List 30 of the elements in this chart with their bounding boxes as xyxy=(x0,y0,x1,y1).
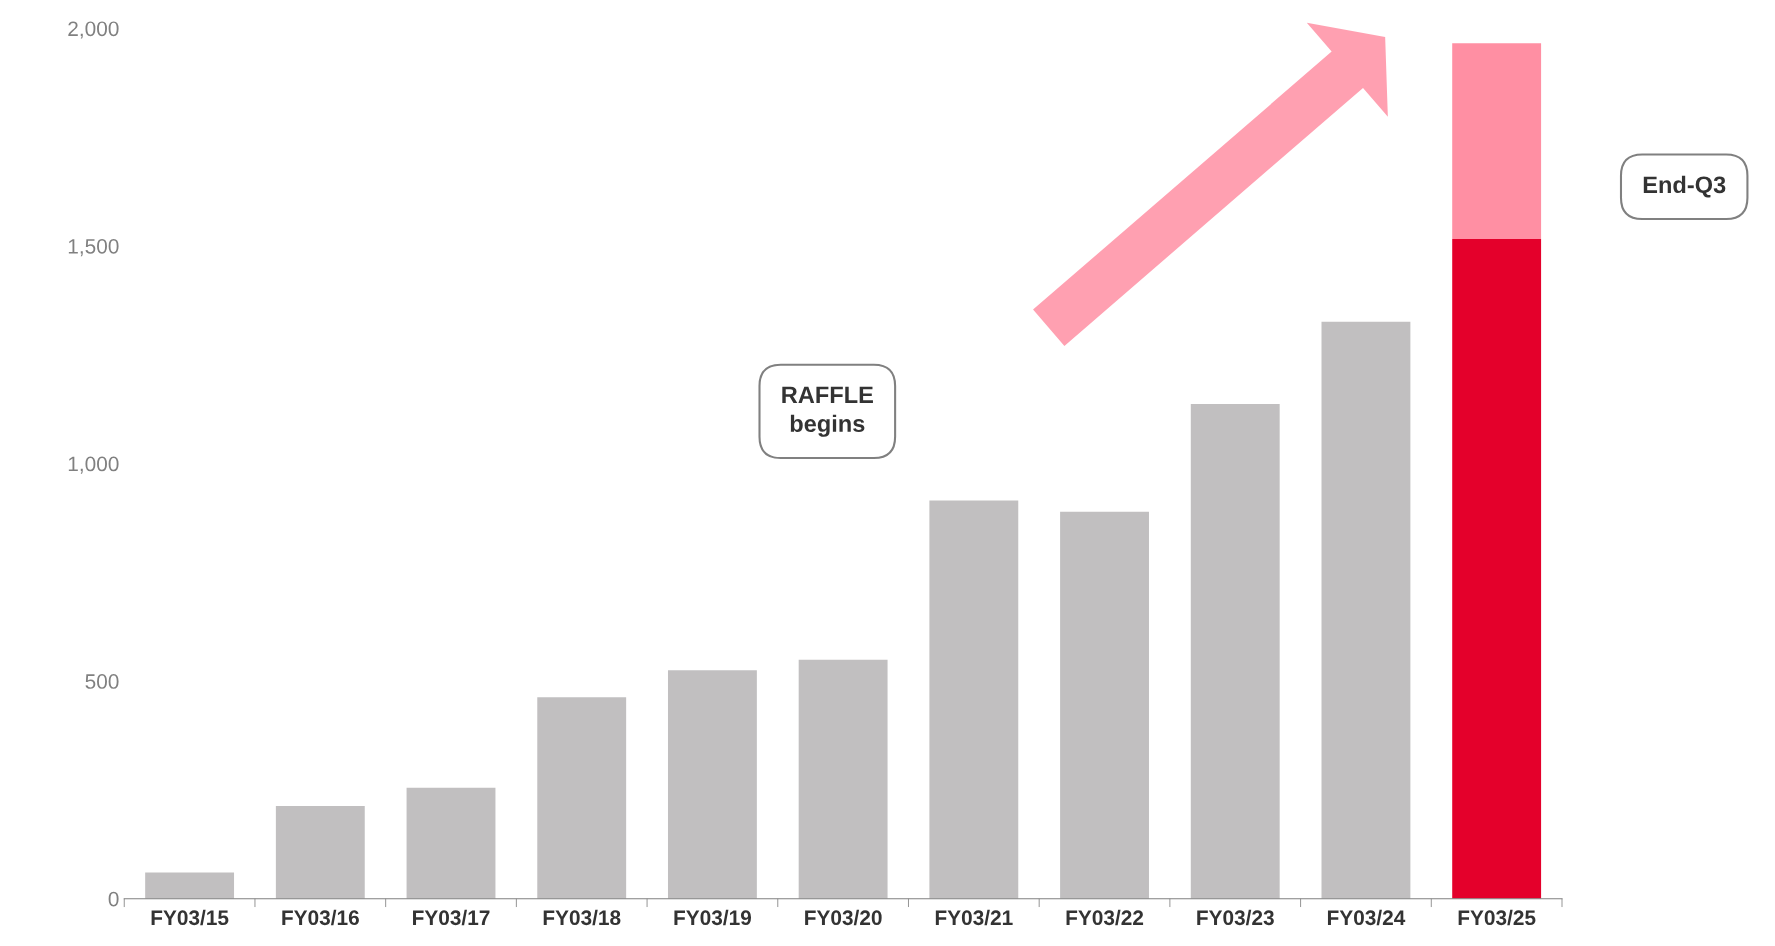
annotation: RAFFLE begins xyxy=(782,386,873,437)
x-tick-label: FY03/20 xyxy=(805,909,882,926)
bar xyxy=(1321,321,1411,899)
bar xyxy=(1060,511,1149,899)
text: End-Q3 xyxy=(1643,175,1726,198)
y-tick-label: 1,000 xyxy=(68,456,119,474)
x-tick-label: FY03/25 xyxy=(1458,909,1536,926)
y-tick-label: 2,000 xyxy=(68,21,119,39)
x-tick-label: FY03/16 xyxy=(282,909,359,926)
x-tick-label: FY03/22 xyxy=(1066,909,1144,926)
y-tick-label: 0 xyxy=(108,891,119,907)
bar xyxy=(1190,403,1280,899)
bar xyxy=(1452,239,1542,899)
bar xyxy=(145,872,235,899)
bar xyxy=(1452,43,1542,239)
x-tick-label: FY03/24 xyxy=(1327,909,1406,926)
bar xyxy=(667,670,757,899)
x-tick-label: FY03/23 xyxy=(1197,909,1274,926)
x-tick-label: FY03/17 xyxy=(413,909,490,926)
y-tick-label: 1,500 xyxy=(68,238,119,257)
x-tick-label: FY03/19 xyxy=(674,909,752,926)
y-tick-label: 500 xyxy=(85,674,119,689)
x-tick-label: FY03/21 xyxy=(935,909,1013,926)
bar xyxy=(929,500,1019,899)
bar xyxy=(537,697,627,899)
bar xyxy=(798,659,888,899)
x-tick-label: FY03/18 xyxy=(543,909,621,926)
x-tick-label: FY03/15 xyxy=(151,909,229,926)
bar xyxy=(275,806,365,899)
bar xyxy=(406,787,496,899)
